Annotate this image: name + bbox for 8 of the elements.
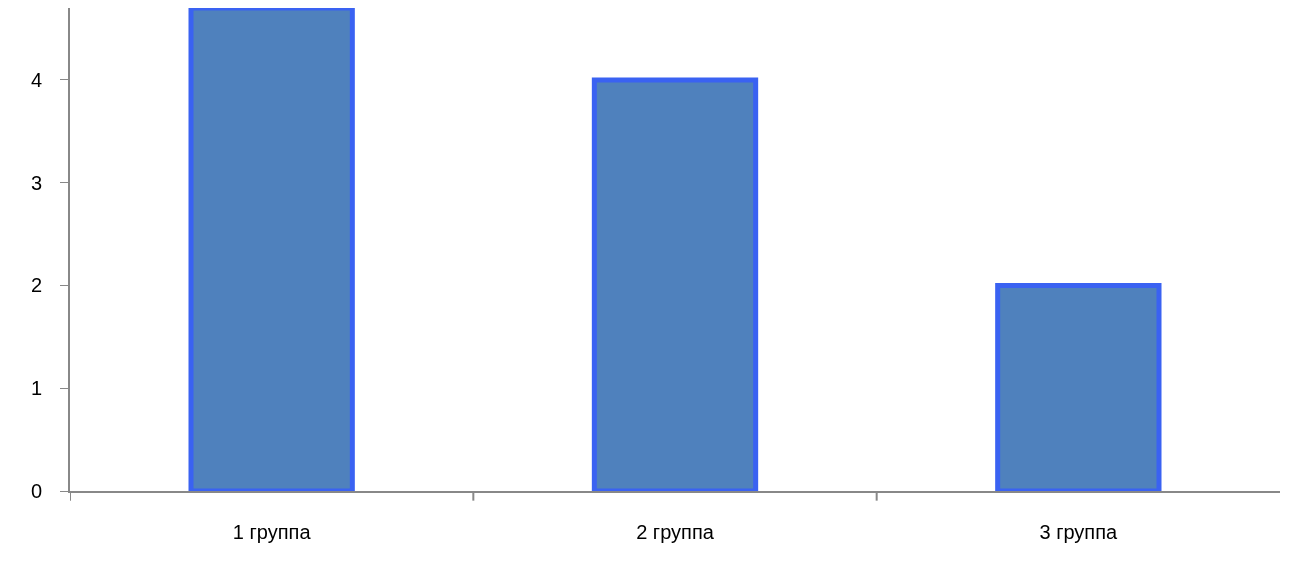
y-tick-label: 4 xyxy=(30,68,42,91)
x-tick-label: 1 группа xyxy=(232,521,312,543)
x-tick-label: 3 группа xyxy=(1039,521,1119,543)
y-tick-label: 3 xyxy=(30,171,42,194)
y-tick-label: 0 xyxy=(30,480,42,502)
x-tick-label: 2 группа xyxy=(636,521,715,543)
y-tick-label: 1 xyxy=(30,377,42,400)
y-tick-label: 2 xyxy=(30,274,42,297)
